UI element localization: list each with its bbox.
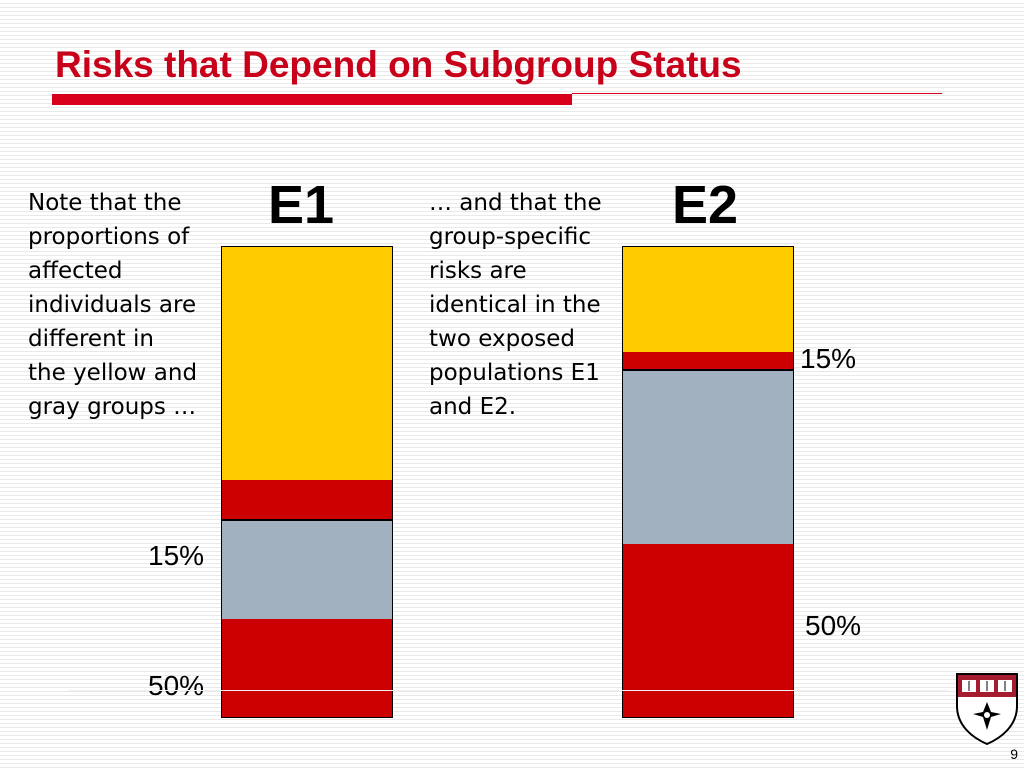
yellow-affected-segment	[623, 352, 793, 371]
bar-label-e2: E2	[672, 175, 739, 235]
risk-label-gray-e1: 50%	[148, 670, 205, 701]
yellow-affected-segment	[222, 479, 392, 521]
gray-unaffected-segment	[222, 521, 392, 619]
gray-affected-segment	[623, 543, 793, 717]
note-left: Note that the proportions of affected in…	[28, 190, 198, 420]
note-middle: … and that the group-specific risks are …	[429, 190, 602, 420]
harvard-shield-logo	[956, 673, 1018, 746]
page-number: 9	[1010, 746, 1018, 762]
title-underline-thin	[572, 93, 942, 94]
stacked-bar-e2	[622, 246, 794, 718]
risk-label-yellow-e1: 15%	[148, 540, 205, 571]
gray-unaffected-segment	[623, 370, 793, 544]
yellow-unaffected-segment	[623, 247, 793, 353]
bar-label-e1: E1	[268, 175, 335, 235]
gray-affected-segment	[222, 619, 392, 717]
yellow-unaffected-segment	[222, 247, 392, 480]
risk-label-yellow-e2: 15%	[800, 343, 857, 374]
title-underline	[52, 94, 572, 105]
stacked-bar-e1	[221, 246, 393, 718]
slide-title: Risks that Depend on Subgroup Status	[55, 44, 742, 85]
risk-label-gray-e2: 50%	[805, 610, 862, 641]
footer-divider	[68, 690, 948, 691]
